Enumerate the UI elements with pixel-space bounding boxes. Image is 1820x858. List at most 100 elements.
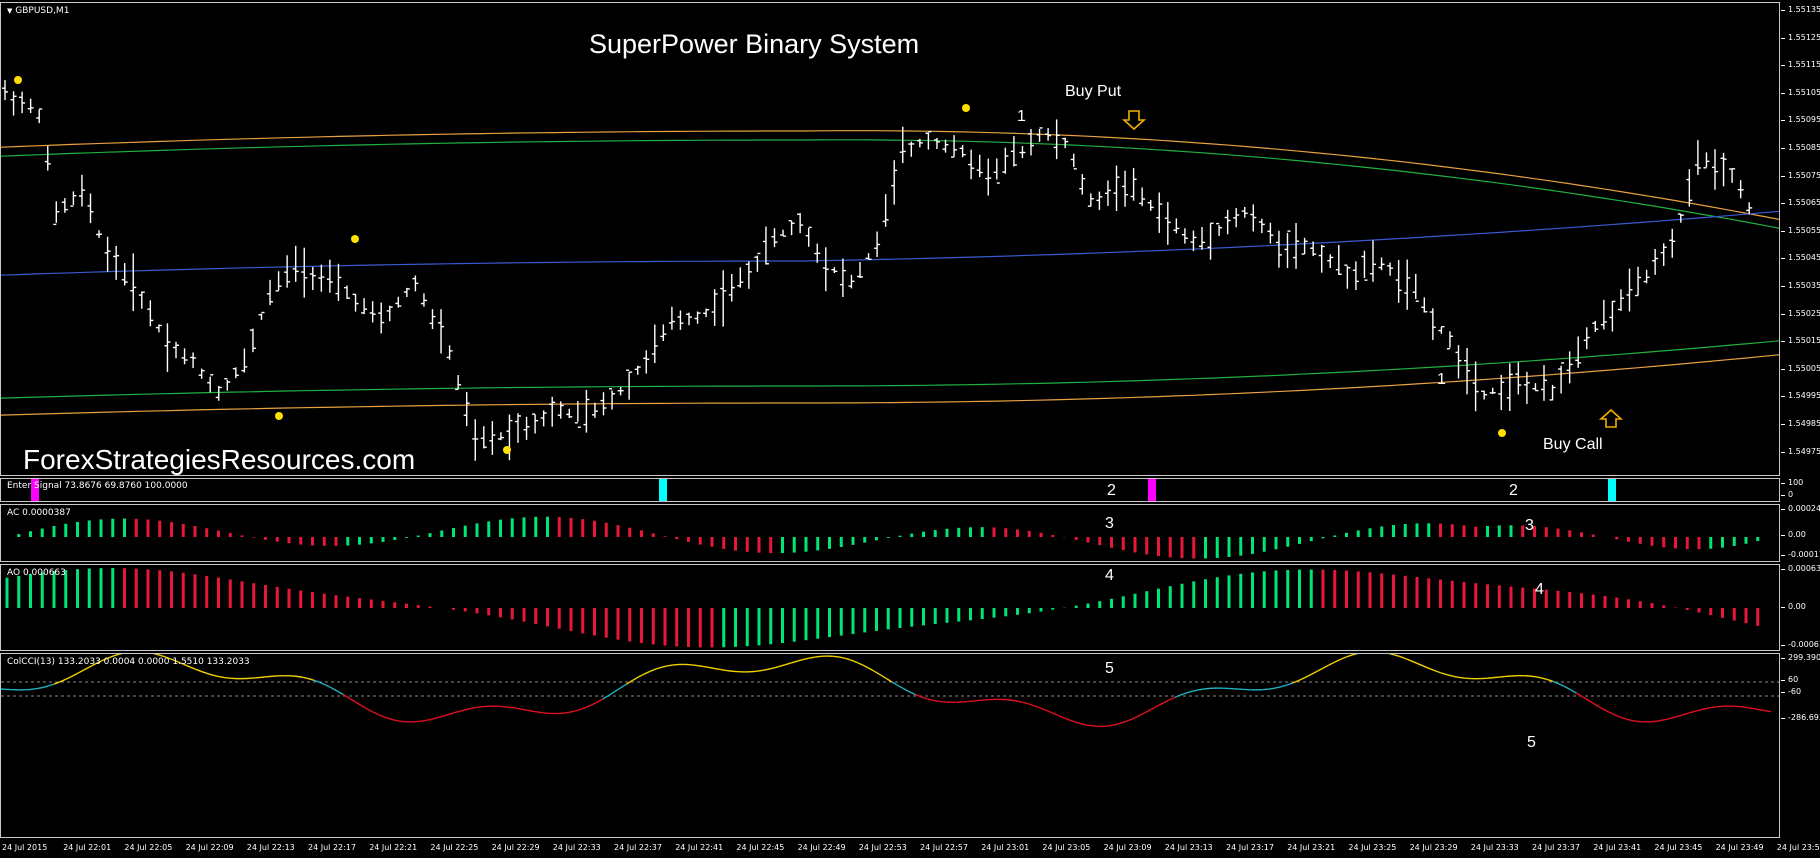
cci-line-segment bbox=[602, 694, 610, 700]
time-tick-label: 24 Jul 23:37 bbox=[1532, 843, 1580, 852]
cci-line-segment bbox=[1764, 709, 1772, 713]
cci-line-segment bbox=[649, 668, 657, 672]
cci-line-segment bbox=[667, 664, 674, 667]
time-tick-label: 24 Jul 22:17 bbox=[308, 843, 356, 852]
cci-line-segment bbox=[909, 691, 916, 696]
cci-line-segment bbox=[354, 701, 362, 706]
axis-tick-label: 1.54975 bbox=[1780, 446, 1820, 456]
time-tick-label: 24 Jul 23:01 bbox=[981, 843, 1030, 852]
cci-line-segment bbox=[301, 676, 308, 680]
signal-bar bbox=[1608, 479, 1616, 501]
axis-tick-label: 1.55025 bbox=[1780, 308, 1820, 318]
cci-line-segment bbox=[165, 656, 173, 661]
enter-signal-pane[interactable]: Enter Signal 73.8676 69.8760 100.0000 2 … bbox=[0, 478, 1780, 502]
cci-line-segment bbox=[336, 690, 344, 696]
cci-line-segment bbox=[431, 716, 438, 720]
cci-line-segment bbox=[933, 699, 940, 703]
cci-line-segment bbox=[1458, 676, 1465, 679]
ac-pane[interactable]: AC 0.0000387 3 3 bbox=[0, 504, 1780, 562]
middle-blue-line bbox=[1, 210, 1779, 276]
cci-line-segment bbox=[726, 669, 733, 672]
cci-line-segment bbox=[1281, 684, 1288, 688]
cci-line-segment bbox=[443, 713, 450, 717]
marker-5-bottom: 5 bbox=[1527, 734, 1536, 751]
price-chart-pane[interactable]: ▼ GBPUSD,M1 SuperPower Binary System For… bbox=[0, 2, 1780, 476]
upper-orange-band bbox=[1, 130, 1779, 221]
marker-1-bottom: 1 bbox=[1437, 371, 1446, 388]
cci-line-segment bbox=[1388, 654, 1394, 656]
cci-line-segment bbox=[1133, 714, 1141, 719]
cci-line-segment bbox=[543, 712, 550, 715]
cci-line-segment bbox=[1186, 690, 1193, 694]
cci-line-segment bbox=[1062, 716, 1070, 721]
cci-line-segment bbox=[1322, 664, 1329, 669]
colcci-pane[interactable]: ColCCI(13) 133.2033 0.0004 0.0000 1.5510… bbox=[0, 653, 1780, 838]
cci-line-segment bbox=[590, 701, 598, 706]
cci-line-segment bbox=[1605, 709, 1613, 715]
cci-line-segment bbox=[1593, 703, 1601, 708]
cci-line-segment bbox=[1529, 675, 1536, 678]
cci-line-segment bbox=[1676, 714, 1683, 718]
cci-line-segment bbox=[47, 683, 55, 687]
cci-line-segment bbox=[331, 687, 338, 692]
cci-line-segment bbox=[1080, 722, 1087, 726]
cci-line-segment bbox=[36, 686, 43, 690]
cci-line-segment bbox=[59, 678, 67, 683]
cci-line-segment bbox=[1115, 722, 1123, 726]
marker-3-left: 3 bbox=[1105, 515, 1114, 532]
time-tick-label: 24 Jul 23:45 bbox=[1654, 843, 1703, 852]
cci-line-segment bbox=[307, 677, 314, 681]
cci-line-segment bbox=[879, 674, 887, 679]
cci-line-segment bbox=[1086, 724, 1093, 727]
cci-line-segment bbox=[1422, 665, 1430, 669]
cci-line-segment bbox=[578, 707, 586, 711]
time-tick-label: 24 Jul 22:01 bbox=[63, 843, 112, 852]
cci-line-segment bbox=[691, 664, 698, 667]
cci-line-segment bbox=[372, 711, 379, 716]
marker-5-top: 5 bbox=[1105, 660, 1114, 677]
lower-green-band bbox=[1, 340, 1779, 399]
cci-line-segment bbox=[77, 669, 84, 674]
cci-line-segment bbox=[1759, 708, 1766, 712]
ao-pane[interactable]: AO 0.000663 4 4 bbox=[0, 564, 1780, 651]
axis-tick-label: 0.00 bbox=[1781, 530, 1806, 539]
time-tick-label: 24 Jul 22:33 bbox=[552, 843, 601, 852]
cci-line-segment bbox=[525, 709, 533, 712]
time-tick-label: 24 Jul 22:21 bbox=[369, 843, 418, 852]
cci-line-segment bbox=[1263, 688, 1270, 691]
cci-line-segment bbox=[1204, 687, 1211, 690]
buy-call-arrow-icon bbox=[1598, 408, 1624, 428]
cci-line-segment bbox=[608, 691, 615, 697]
time-tick-label: 24 Jul 23:13 bbox=[1164, 843, 1213, 852]
marker-2-right: 2 bbox=[1509, 482, 1518, 499]
cci-line-segment bbox=[1735, 705, 1742, 708]
cci-line-segment bbox=[461, 708, 468, 712]
cci-line-segment bbox=[1534, 676, 1542, 679]
cci-line-segment bbox=[1587, 699, 1595, 705]
pane-menu-icon[interactable]: ▼ bbox=[7, 7, 13, 15]
time-tick-label: 24 Jul 23:21 bbox=[1287, 843, 1336, 852]
signal-bar bbox=[31, 479, 39, 501]
cci-line-segment bbox=[903, 688, 910, 693]
cci-line-segment bbox=[856, 661, 863, 666]
time-tick-label: 24 Jul 23:33 bbox=[1470, 843, 1519, 852]
cci-line-segment bbox=[756, 669, 763, 672]
cci-line-segment bbox=[779, 663, 786, 667]
cci-line-segment bbox=[626, 679, 633, 685]
cci-line-segment bbox=[1104, 724, 1111, 727]
ac-label: AC 0.0000387 bbox=[7, 508, 71, 518]
cci-line-segment bbox=[785, 662, 792, 666]
cci-line-segment bbox=[342, 693, 350, 699]
marker-1-top: 1 bbox=[1017, 108, 1026, 125]
cci-line-segment bbox=[584, 704, 592, 709]
cci-line-segment bbox=[466, 707, 474, 710]
ao-axis: 0.000635 0.00 -0.000611 bbox=[1780, 564, 1820, 651]
cci-line-segment bbox=[631, 676, 639, 682]
cci-line-segment bbox=[254, 676, 261, 679]
axis-tick-label: 0 bbox=[1780, 490, 1794, 499]
cci-line-segment bbox=[225, 676, 232, 680]
cci-line-segment bbox=[260, 676, 267, 679]
cci-line-segment bbox=[1664, 717, 1671, 721]
